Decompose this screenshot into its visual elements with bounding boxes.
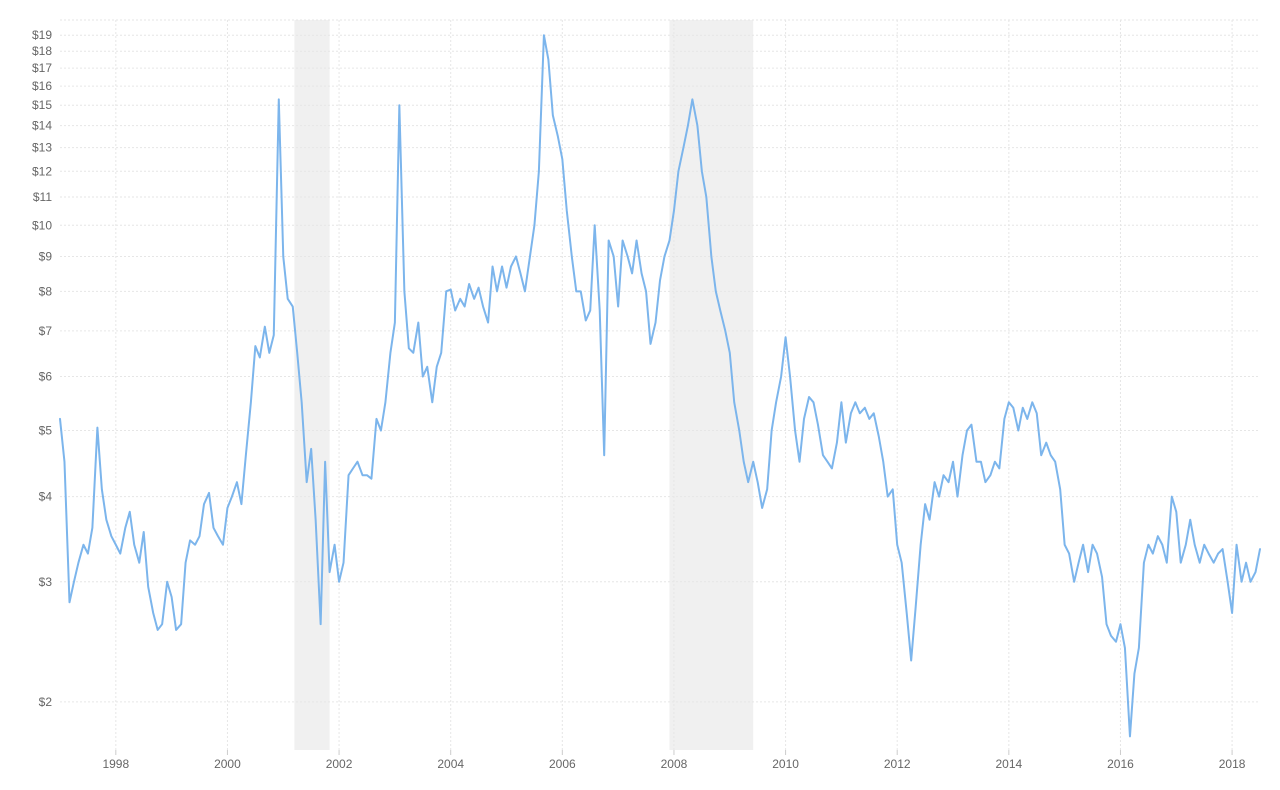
y-axis-label: $12: [32, 164, 52, 178]
y-axis-label: $3: [39, 575, 53, 589]
y-axis-label: $17: [32, 61, 52, 75]
y-axis-label: $15: [32, 98, 52, 112]
y-axis-label: $2: [39, 695, 53, 709]
y-axis-label: $13: [32, 141, 52, 155]
x-axis-label: 2018: [1219, 757, 1246, 771]
y-axis-label: $8: [39, 284, 53, 298]
recession-band: [669, 20, 753, 750]
x-axis-label: 2006: [549, 757, 576, 771]
x-axis-label: 2002: [326, 757, 353, 771]
y-axis-label: $5: [39, 424, 53, 438]
y-axis-label: $9: [39, 249, 53, 263]
price-chart: $2 $3 $4 $5 $6 $7 $8 $9 $10 $11 $12 $13 $14 $15 $16 $17…: [0, 0, 1280, 790]
x-axis-label: 1998: [102, 757, 129, 771]
y-axis-label: $18: [32, 44, 52, 58]
y-axis-label: $7: [39, 324, 53, 338]
x-axis-label: 2014: [995, 757, 1022, 771]
chart-svg: $2 $3 $4 $5 $6 $7 $8 $9 $10 $11 $12 $13 $14 $15 $16 $17…: [0, 0, 1280, 790]
y-axis-label: $14: [32, 119, 52, 133]
x-axis-label: 2008: [661, 757, 688, 771]
x-axis-label: 2004: [437, 757, 464, 771]
y-axis-label: $11: [33, 190, 52, 204]
y-axis-label: $4: [39, 490, 53, 504]
y-axis-label: $19: [32, 28, 52, 42]
y-axis-label: $6: [39, 370, 53, 384]
x-axis-label: 2016: [1107, 757, 1134, 771]
x-axis-label: 2000: [214, 757, 241, 771]
y-axis-label: $16: [32, 79, 52, 93]
y-axis-label: $10: [32, 218, 52, 232]
x-axis-label: 2010: [772, 757, 799, 771]
x-axis-label: 2012: [884, 757, 911, 771]
